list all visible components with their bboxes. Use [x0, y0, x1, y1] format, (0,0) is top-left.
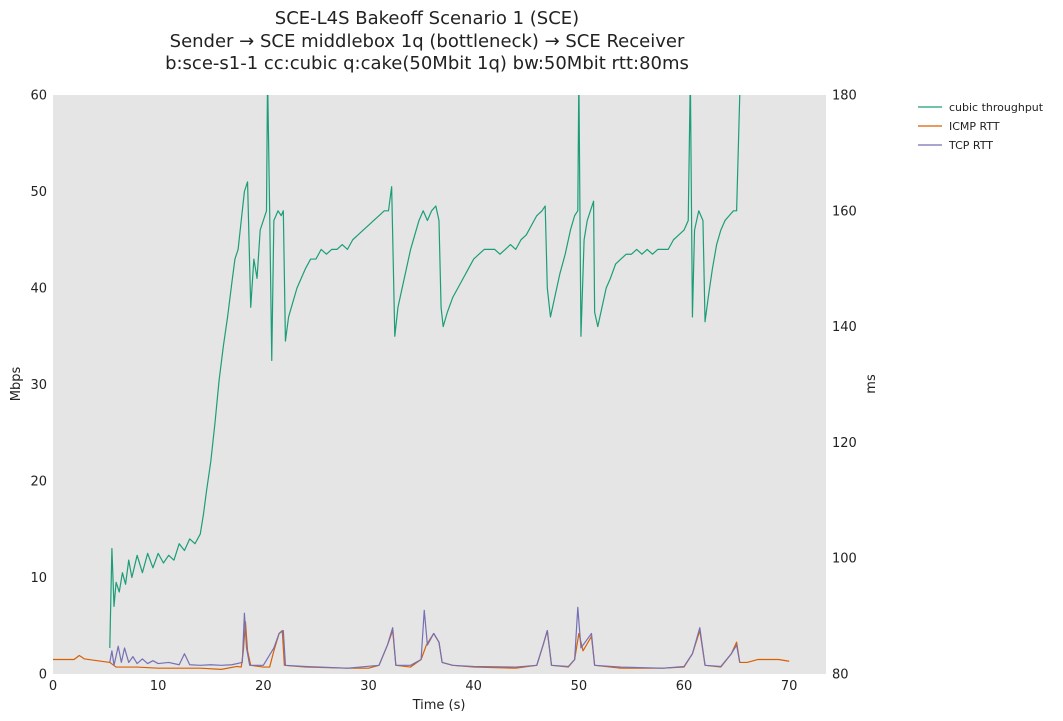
x-tick-label: 20	[255, 679, 272, 694]
x-tick-label: 50	[571, 679, 588, 694]
legend-label: TCP RTT	[948, 139, 993, 152]
y2-tick-label: 140	[832, 320, 857, 335]
y2-axis-ticks: 80 100 120 140 160 180	[832, 89, 857, 683]
plot-area	[53, 95, 826, 674]
x-tick-label: 60	[676, 679, 693, 694]
y-tick-label: 60	[30, 89, 47, 104]
legend-label: cubic throughput	[949, 101, 1044, 114]
y-tick-label: 30	[30, 378, 47, 393]
series-layer	[53, 95, 790, 670]
y2-tick-label: 120	[832, 436, 857, 451]
y-tick-label: 50	[30, 185, 47, 200]
chart-subtitle-line-2: b:sce-s1-1 cc:cubic q:cake(50Mbit 1q) bw…	[165, 53, 689, 74]
y-axis-ticks: 0 10 20 30 40 50 60	[30, 89, 47, 683]
y-tick-label: 10	[30, 571, 47, 586]
x-tick-label: 40	[465, 679, 482, 694]
y2-tick-label: 100	[832, 552, 857, 567]
legend: cubic throughput ICMP RTT TCP RTT	[918, 101, 1044, 152]
x-tick-label: 70	[781, 679, 798, 694]
y-tick-label: 20	[30, 475, 47, 490]
x-axis-label: Time (s)	[412, 698, 466, 713]
series-line-cubic-throughput	[109, 95, 741, 648]
x-tick-label: 10	[150, 679, 167, 694]
y2-axis-label: ms	[864, 374, 879, 394]
x-tick-label: 0	[49, 679, 57, 694]
x-tick-label: 30	[360, 679, 377, 694]
y-tick-label: 40	[30, 282, 47, 297]
x-axis-ticks: 0 10 20 30 40 50 60 70	[49, 679, 798, 694]
legend-label: ICMP RTT	[949, 120, 1000, 133]
chart-subtitle-line-1: Sender → SCE middlebox 1q (bottleneck) →…	[170, 31, 685, 52]
y-axis-label: Mbps	[9, 367, 24, 402]
chart-title: SCE-L4S Bakeoff Scenario 1 (SCE)	[275, 8, 579, 29]
y2-tick-label: 160	[832, 204, 857, 219]
y-tick-label: 0	[39, 668, 47, 683]
y2-tick-label: 180	[832, 89, 857, 104]
series-line-tcp-rtt	[109, 606, 741, 669]
y2-tick-label: 80	[832, 668, 849, 683]
